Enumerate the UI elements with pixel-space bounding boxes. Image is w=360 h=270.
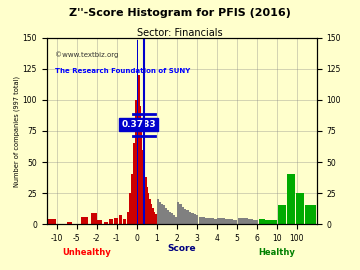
Bar xyxy=(296,193,305,224)
Bar xyxy=(182,207,184,224)
Bar xyxy=(127,212,129,224)
Bar xyxy=(104,222,108,224)
X-axis label: Score: Score xyxy=(167,244,196,253)
Bar xyxy=(151,204,152,224)
Text: The Research Foundation of SUNY: The Research Foundation of SUNY xyxy=(55,68,190,74)
Bar xyxy=(91,213,96,224)
Bar xyxy=(208,218,211,224)
Bar xyxy=(211,218,214,224)
Bar xyxy=(163,205,165,224)
Text: Z''-Score Histogram for PFIS (2016): Z''-Score Histogram for PFIS (2016) xyxy=(69,8,291,18)
Bar xyxy=(202,217,205,224)
Bar xyxy=(165,208,167,224)
Bar xyxy=(248,219,253,224)
Bar xyxy=(217,218,221,224)
Text: Unhealthy: Unhealthy xyxy=(62,248,111,257)
Bar xyxy=(169,212,171,224)
Bar xyxy=(238,218,243,224)
Bar xyxy=(199,217,202,224)
Bar xyxy=(143,150,144,224)
Bar xyxy=(221,218,225,224)
Bar xyxy=(138,75,140,224)
Bar xyxy=(134,143,135,224)
Bar xyxy=(229,219,233,224)
Bar xyxy=(109,219,113,224)
Bar xyxy=(114,218,118,224)
Bar xyxy=(129,193,131,224)
Bar xyxy=(140,106,141,224)
Bar xyxy=(161,204,163,224)
Bar xyxy=(287,174,296,224)
Bar xyxy=(149,199,151,224)
Bar xyxy=(194,214,196,224)
Bar xyxy=(152,208,154,224)
Bar xyxy=(175,217,177,224)
Bar xyxy=(159,202,161,224)
Bar xyxy=(81,217,89,224)
Bar xyxy=(186,210,189,224)
Bar xyxy=(67,222,72,224)
Bar xyxy=(97,220,102,224)
Bar xyxy=(196,215,198,224)
Y-axis label: Number of companies (997 total): Number of companies (997 total) xyxy=(13,75,20,187)
Bar xyxy=(278,205,287,224)
Bar xyxy=(144,164,145,224)
Bar xyxy=(167,210,169,224)
Bar xyxy=(157,199,159,224)
Bar xyxy=(137,40,138,224)
Bar xyxy=(47,219,57,224)
Bar xyxy=(145,177,147,224)
Bar xyxy=(259,219,265,224)
Bar xyxy=(148,193,149,224)
Bar xyxy=(233,220,237,224)
Text: ©www.textbiz.org: ©www.textbiz.org xyxy=(55,51,118,58)
Bar xyxy=(184,209,186,224)
Bar xyxy=(119,215,122,224)
Bar xyxy=(225,219,229,224)
Bar xyxy=(131,174,133,224)
Bar xyxy=(171,213,173,224)
Bar xyxy=(253,220,258,224)
Bar xyxy=(243,218,248,224)
Bar xyxy=(179,204,181,224)
Bar xyxy=(191,213,194,224)
Text: Healthy: Healthy xyxy=(258,248,295,257)
Bar xyxy=(271,220,276,224)
Bar xyxy=(154,212,155,224)
Bar xyxy=(265,220,271,224)
Bar xyxy=(214,219,217,224)
Bar xyxy=(205,218,208,224)
Bar xyxy=(155,214,157,224)
Bar xyxy=(189,212,191,224)
Bar xyxy=(177,202,179,224)
Text: 0.3783: 0.3783 xyxy=(121,120,156,129)
Bar xyxy=(123,219,126,224)
Text: Sector: Financials: Sector: Financials xyxy=(137,28,223,38)
Bar xyxy=(147,187,148,224)
Bar xyxy=(141,131,142,224)
Bar xyxy=(305,205,316,224)
Bar xyxy=(135,100,137,224)
Bar xyxy=(173,215,175,224)
